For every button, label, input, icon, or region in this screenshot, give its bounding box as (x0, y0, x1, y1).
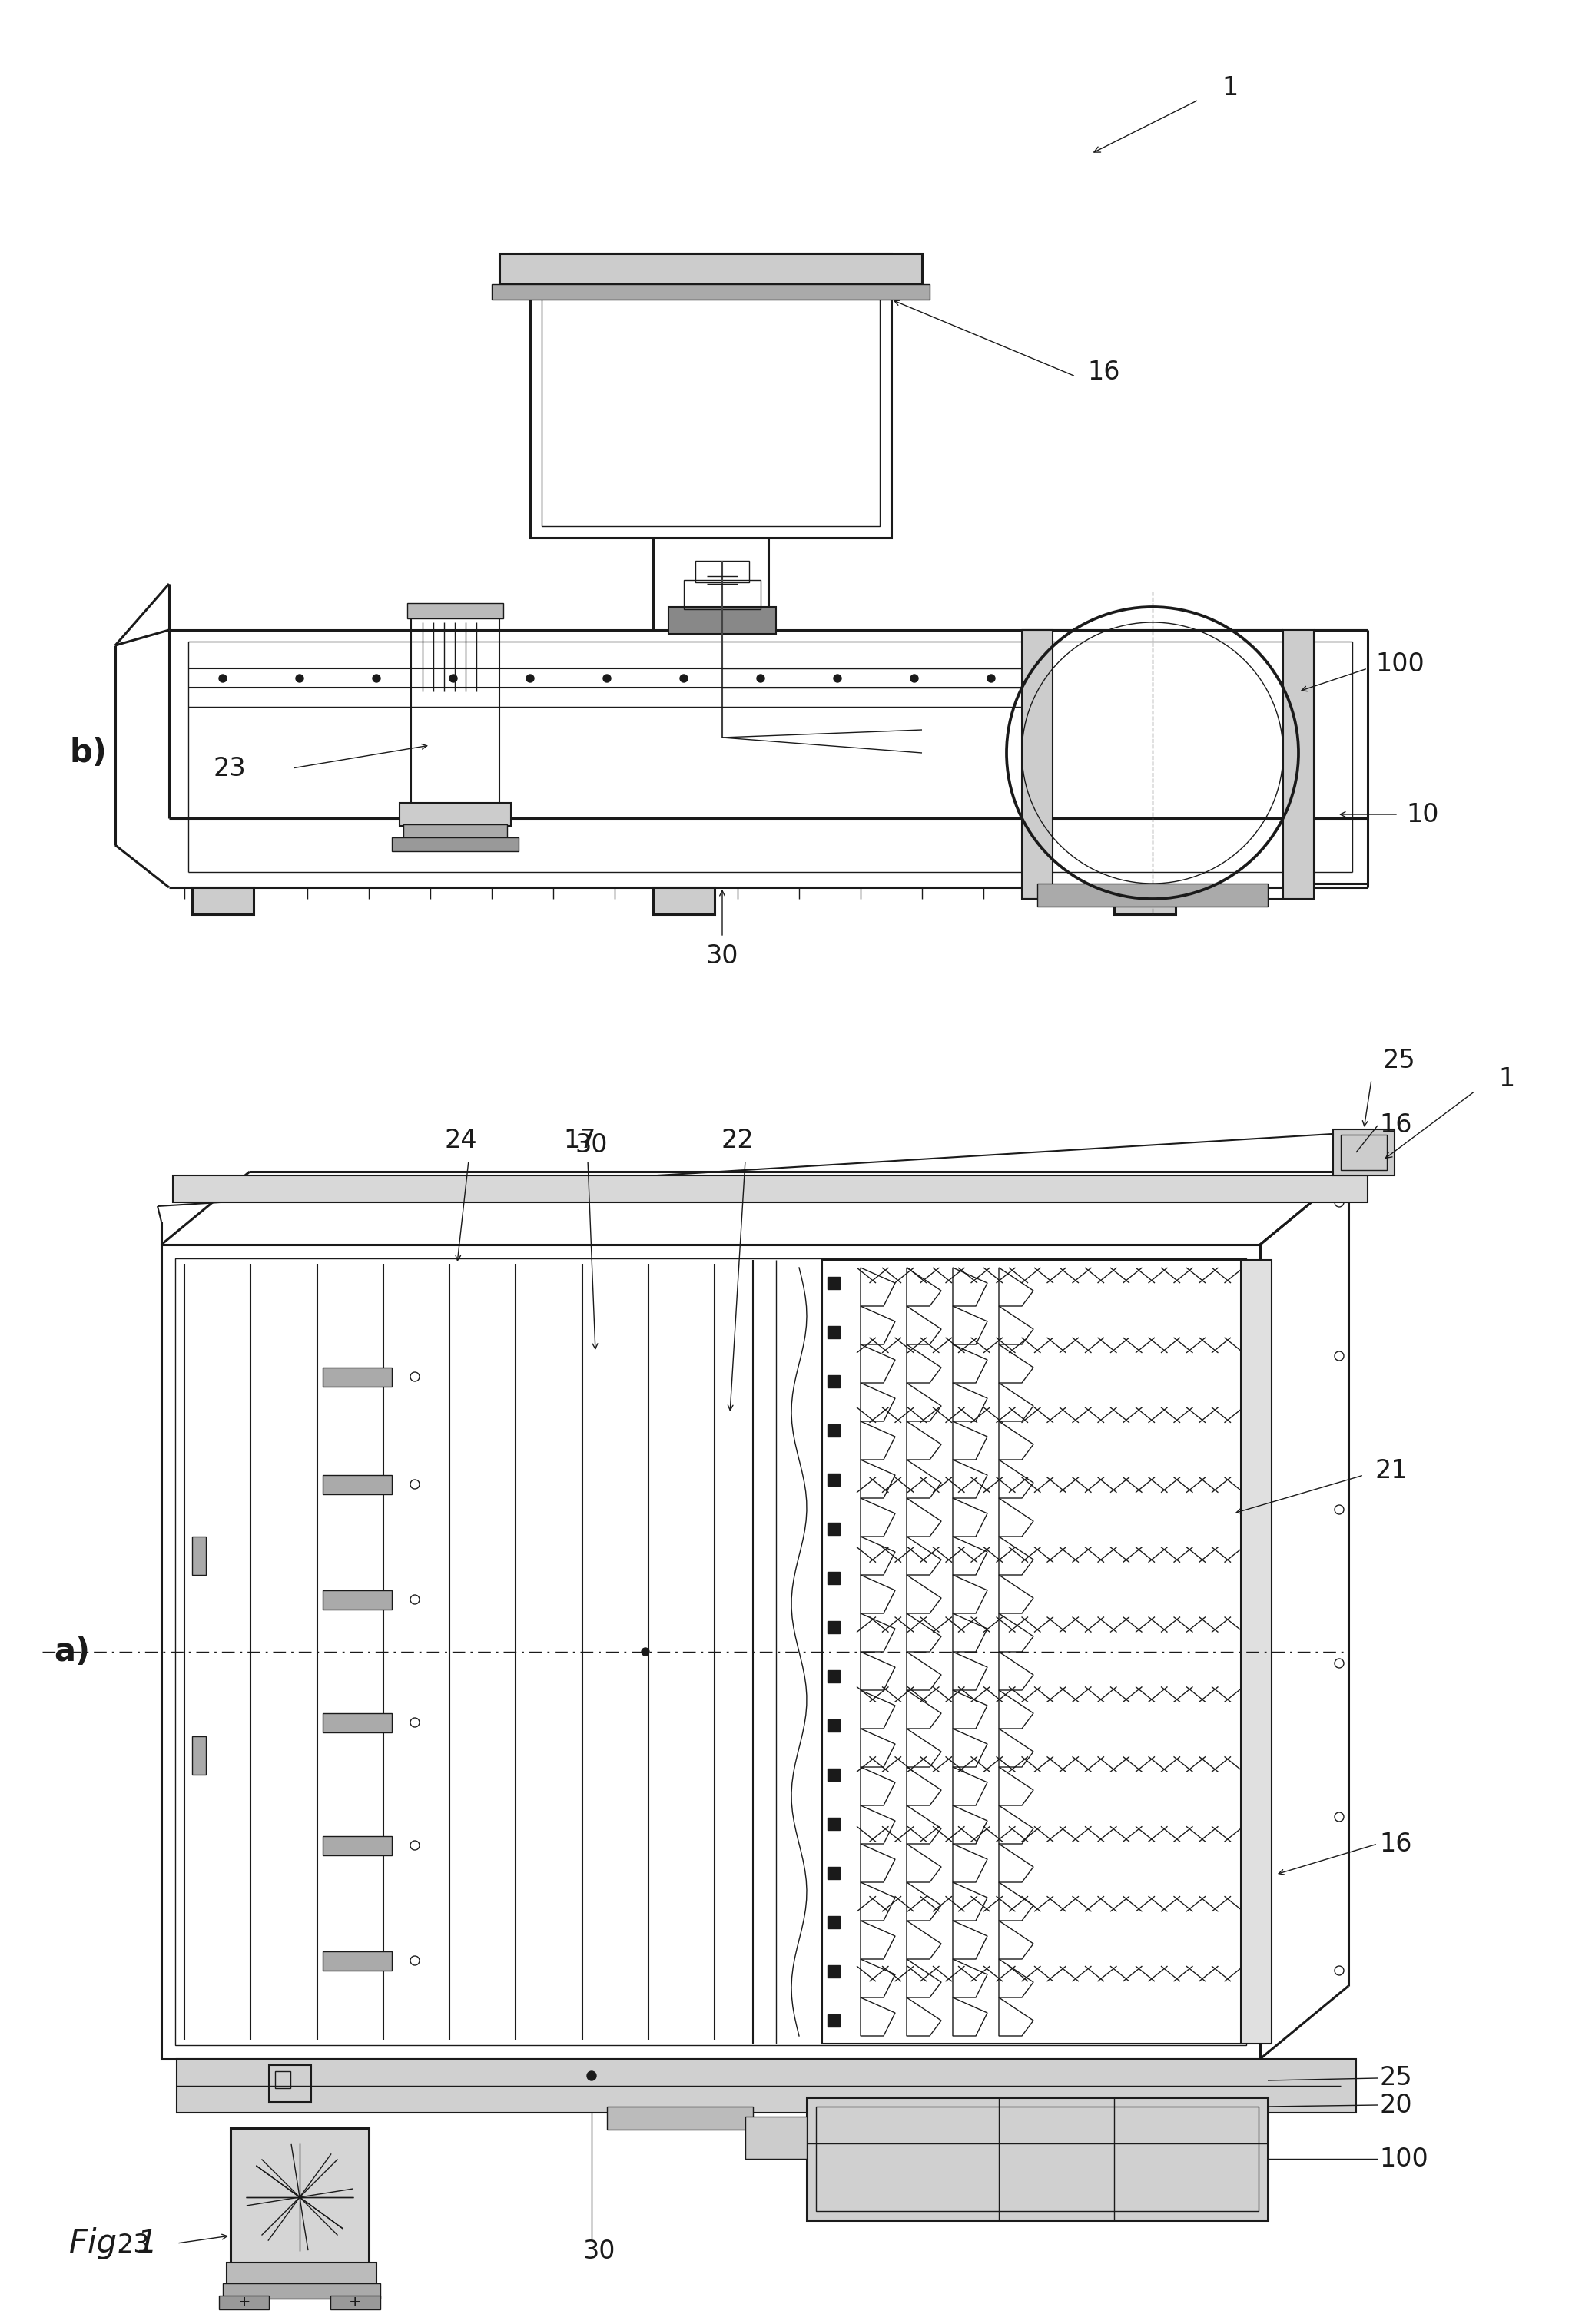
Circle shape (288, 2185, 310, 2208)
Bar (323, 1367, 392, 1387)
Bar (403, 825, 508, 839)
Bar (807, 2096, 1267, 2219)
Bar (492, 284, 930, 300)
Bar (1022, 630, 1052, 899)
Bar (500, 253, 922, 284)
Bar (1283, 630, 1313, 899)
Bar (275, 2071, 290, 2089)
Text: 16: 16 (1087, 360, 1119, 386)
Bar (817, 2106, 1259, 2210)
Circle shape (756, 674, 764, 683)
Text: 25: 25 (1383, 1048, 1415, 1074)
Text: a): a) (54, 1636, 89, 1669)
Bar (696, 560, 750, 583)
Text: 20: 20 (1379, 2092, 1412, 2117)
Bar (1038, 883, 1267, 906)
Bar (1114, 888, 1175, 913)
Text: 16: 16 (1379, 1831, 1412, 1857)
Circle shape (587, 2071, 597, 2080)
Bar (193, 1536, 205, 1576)
Bar (161, 1246, 1261, 2059)
Bar (653, 888, 715, 913)
Text: 25: 25 (1379, 2066, 1412, 2092)
Bar (193, 1736, 205, 1776)
Circle shape (373, 674, 380, 683)
Bar (174, 1176, 1368, 1202)
Bar (541, 265, 880, 525)
Bar (685, 581, 761, 609)
Bar (220, 2296, 269, 2310)
Circle shape (253, 2152, 345, 2243)
Bar (175, 1257, 1247, 2045)
Bar (223, 2282, 380, 2298)
Bar (400, 802, 511, 825)
Text: b): b) (68, 737, 107, 769)
Text: 1: 1 (1498, 1067, 1514, 1092)
Bar (530, 253, 892, 537)
Text: 100: 100 (1375, 651, 1425, 676)
Bar (821, 1260, 1245, 2043)
Bar (411, 614, 500, 806)
Bar (269, 2066, 310, 2101)
Text: +: + (349, 2296, 361, 2310)
Text: 24: 24 (444, 1127, 478, 1153)
Circle shape (987, 674, 995, 683)
Bar (1333, 1129, 1395, 1176)
Circle shape (911, 674, 919, 683)
Bar (1340, 1134, 1387, 1169)
Bar (323, 1476, 392, 1494)
Text: 22: 22 (721, 1127, 755, 1153)
Bar (323, 1590, 392, 1611)
Bar (323, 1713, 392, 1731)
Text: 17: 17 (564, 1127, 597, 1153)
Bar (323, 1952, 392, 1971)
Text: 30: 30 (705, 944, 739, 969)
Bar (177, 2059, 1356, 2113)
Bar (323, 1836, 392, 1855)
Bar (745, 2117, 807, 2159)
Text: 1: 1 (1221, 77, 1239, 100)
Circle shape (220, 674, 226, 683)
Text: 30: 30 (575, 1132, 608, 1157)
Circle shape (449, 674, 457, 683)
Bar (607, 2106, 753, 2129)
Circle shape (296, 674, 304, 683)
Bar (1240, 1260, 1272, 2043)
Circle shape (603, 674, 611, 683)
Text: 10: 10 (1406, 802, 1439, 827)
Bar (669, 607, 775, 634)
Text: 16: 16 (1379, 1113, 1412, 1139)
Text: 100: 100 (1379, 2145, 1428, 2171)
Bar (193, 888, 253, 913)
Bar (392, 837, 519, 851)
Circle shape (680, 674, 688, 683)
Text: 23: 23 (118, 2231, 150, 2257)
Text: Fig. 1: Fig. 1 (68, 2226, 158, 2259)
Circle shape (834, 674, 841, 683)
Text: +: + (237, 2296, 250, 2310)
Text: 23: 23 (213, 755, 245, 781)
Circle shape (642, 1648, 650, 1655)
Bar (331, 2296, 380, 2310)
Bar (231, 2129, 369, 2266)
Text: 21: 21 (1375, 1459, 1407, 1485)
Bar (226, 2264, 376, 2284)
Circle shape (527, 674, 533, 683)
Bar (408, 604, 503, 618)
Text: 30: 30 (583, 2238, 616, 2264)
